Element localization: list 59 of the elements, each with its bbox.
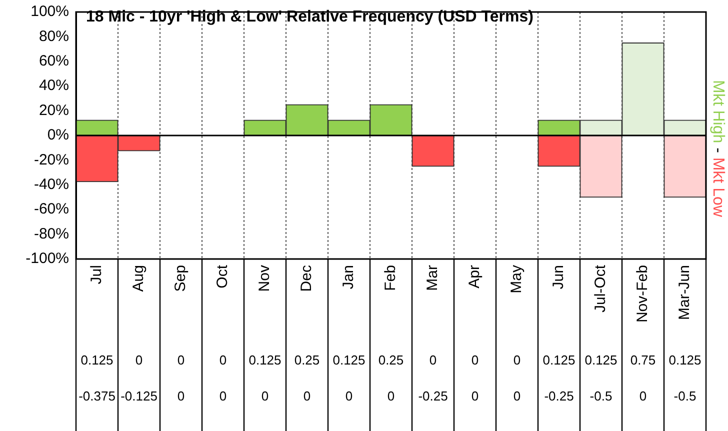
text: - (710, 143, 727, 158)
text: Mkt Low (710, 157, 727, 218)
x-tick-label: Nov (256, 264, 274, 292)
x-tick-label: Mar (424, 265, 442, 291)
y-tick-label: 40% (38, 77, 69, 94)
data-label: 0 (345, 388, 353, 404)
y-tick-label: 60% (38, 52, 69, 70)
data-label: 0 (303, 388, 311, 404)
data-label: 0.125 (542, 352, 576, 368)
x-tick-label: Sep (172, 265, 190, 292)
x-tick-label: Dec (298, 264, 316, 292)
x-tick-label: Oct (214, 264, 232, 288)
y-tick-label: -80% (34, 225, 69, 242)
data-label: -0.125 (120, 388, 158, 404)
y-tick-label: 100% (30, 3, 69, 20)
data-label: 0 (177, 388, 185, 404)
y-tick-label: -20% (34, 151, 69, 168)
data-label: 0.75 (630, 352, 656, 368)
data-label: 0.125 (584, 352, 618, 368)
data-label: 0 (513, 388, 521, 404)
data-label: 0.25 (378, 352, 404, 368)
x-tick-label: Jul-Oct (592, 264, 610, 313)
x-tick-label: Nov-Feb (634, 265, 652, 323)
y-tick-label: 20% (38, 102, 69, 119)
data-label: 0 (387, 388, 395, 404)
data-label: 0 (261, 388, 269, 404)
x-tick-label: May (508, 264, 526, 294)
data-label: -0.25 (544, 388, 574, 404)
data-label: 0.125 (332, 352, 366, 368)
y-tick-label: -40% (34, 176, 69, 194)
data-label: 0 (219, 352, 227, 368)
data-label: 0.125 (248, 352, 282, 368)
x-tick-label: Mar-Jun (676, 265, 694, 320)
data-label: -0.25 (418, 388, 448, 404)
y-tick-label: 0% (47, 126, 69, 144)
y-tick-label: -100% (26, 250, 69, 268)
data-label: -0.5 (674, 388, 696, 404)
data-label: 0.125 (668, 352, 702, 368)
x-tick-label: Feb (382, 265, 400, 291)
data-label: 0 (135, 352, 143, 368)
y-tick-label: 80% (38, 28, 69, 45)
data-label: 0 (471, 352, 479, 368)
data-label: 0 (513, 352, 521, 368)
x-tick-label: Jun (550, 265, 568, 290)
x-tick-label: Apr (466, 264, 484, 288)
x-tick-label: Jan (340, 265, 358, 290)
y-tick-label: -60% (34, 200, 69, 218)
data-label: -0.5 (590, 388, 612, 404)
data-label: 0 (219, 388, 227, 404)
data-label: -0.375 (78, 388, 116, 404)
data-label: 0 (471, 388, 479, 404)
x-tick-label: Jul (88, 265, 106, 284)
data-label: 0.25 (294, 352, 320, 368)
data-label: 0.125 (80, 352, 114, 368)
x-tick-label: Aug (130, 265, 148, 292)
data-label: 0 (429, 352, 437, 368)
data-label: 0 (177, 352, 185, 368)
data-label: 0 (639, 388, 647, 404)
text: Mkt High (710, 80, 727, 144)
